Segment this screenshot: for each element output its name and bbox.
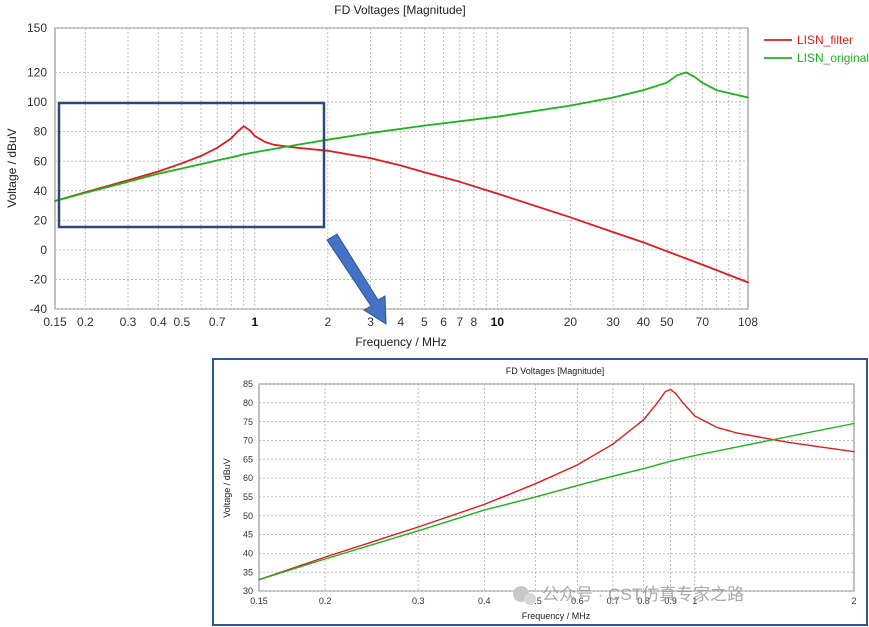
x-tick-label: 1 <box>692 596 697 606</box>
x-tick-label: 108 <box>738 315 758 329</box>
inset-chart-title: FD Voltages [Magnitude] <box>506 366 605 376</box>
y-tick-label: 55 <box>243 492 253 502</box>
y-tick-label: 0 <box>40 243 47 257</box>
x-tick-label: 20 <box>564 315 578 329</box>
y-tick-label: -40 <box>30 302 48 316</box>
y-tick-label: 40 <box>243 549 253 559</box>
inset-grid <box>259 383 854 592</box>
y-tick-label: 65 <box>243 454 253 464</box>
x-tick-label: 0.15 <box>250 596 268 606</box>
y-tick-label: 120 <box>27 66 47 80</box>
main-chart: FD Voltages [Magnitude] 0.15 0.2 0.3 0.4 0.5… <box>5 3 869 349</box>
y-tick-label: 70 <box>243 436 253 446</box>
y-tick-label: 80 <box>34 125 48 139</box>
x-tick-label: 50 <box>660 315 674 329</box>
x-tick-label: 4 <box>398 315 405 329</box>
main-legend: LISN_filter LISN_original <box>764 33 869 65</box>
y-tick-label: 45 <box>243 530 253 540</box>
main-plot-area <box>54 27 749 310</box>
x-tick-label: 2 <box>851 596 856 606</box>
y-tick-label: 60 <box>243 473 253 483</box>
x-tick-label: 7 <box>456 315 463 329</box>
main-series <box>54 71 749 284</box>
y-tick-label: 85 <box>243 379 253 389</box>
main-x-tick-labels: 0.15 0.2 0.3 0.4 0.5 0.7 1 2 3 4 5 6 7 8 10 20 30 40 50 70 1… <box>43 315 758 329</box>
y-tick-label: 30 <box>243 586 253 596</box>
watermark: 公众号 · CST仿真专家之路 <box>513 585 744 605</box>
y-tick-label: 60 <box>34 154 48 168</box>
y-tick-label: 80 <box>243 398 253 408</box>
y-tick-label: 35 <box>243 567 253 577</box>
x-tick-label: 0.9 <box>664 596 677 606</box>
x-tick-label: 8 <box>471 315 478 329</box>
main-y-axis-label: Voltage / dBuV <box>5 128 19 207</box>
x-tick-label: 70 <box>696 315 710 329</box>
x-tick-label: 30 <box>606 315 620 329</box>
main-x-axis-label: Frequency / MHz <box>355 335 446 349</box>
main-chart-title: FD Voltages [Magnitude] <box>334 3 465 17</box>
watermark-text: 公众号 · CST仿真专家之路 <box>542 585 744 604</box>
x-tick-label: 0.2 <box>319 596 332 606</box>
zoom-highlight-box <box>57 101 326 229</box>
inset-series <box>258 388 855 581</box>
x-tick-label: 0.7 <box>607 596 620 606</box>
series-line-lisn-original <box>54 71 749 202</box>
y-tick-label: -20 <box>30 273 48 287</box>
x-tick-label: 0.5 <box>173 315 190 329</box>
x-tick-label: 10 <box>491 315 505 329</box>
x-tick-label: 0.3 <box>412 596 425 606</box>
inset-chart: FD Voltages [Magnitude] 0.150.20.30.40.5… <box>222 366 857 621</box>
y-tick-label: 100 <box>27 95 47 109</box>
x-tick-label: 6 <box>440 315 447 329</box>
y-tick-label: 75 <box>243 417 253 427</box>
y-tick-label: 40 <box>34 184 48 198</box>
x-tick-label: 0.2 <box>77 315 94 329</box>
series-line-lisn-original <box>258 422 855 581</box>
legend-entry: LISN_filter <box>797 33 853 47</box>
y-tick-label: 150 <box>27 21 47 35</box>
x-tick-label: 0.15 <box>43 315 67 329</box>
inset-y-axis-label: Voltage / dBuV <box>222 458 232 518</box>
x-tick-label: 0.4 <box>478 596 491 606</box>
x-tick-label: 0.8 <box>637 596 650 606</box>
series-line-lisn-filter <box>258 388 855 581</box>
x-tick-label: 40 <box>637 315 651 329</box>
series-line-lisn-filter <box>54 125 749 284</box>
x-tick-label: 0.3 <box>120 315 137 329</box>
wechat-icon-bubble <box>524 593 536 605</box>
main-y-tick-labels: -40 -20 0 20 40 60 80 100 120 150 <box>27 21 47 316</box>
x-tick-label: 3 <box>367 315 374 329</box>
zoom-arrow <box>326 233 387 325</box>
legend-entry: LISN_original <box>797 51 869 65</box>
x-tick-label: 1 <box>251 315 258 329</box>
x-tick-label: 0.4 <box>150 315 167 329</box>
inset-plot-area <box>258 383 855 592</box>
x-tick-label: 5 <box>421 315 428 329</box>
x-tick-label: 0.7 <box>209 315 226 329</box>
x-tick-label: 2 <box>324 315 331 329</box>
inset-y-tick-labels: 30 35 40 45 50 55 60 65 70 75 80 85 <box>243 379 253 596</box>
y-tick-label: 50 <box>243 511 253 521</box>
inset-x-axis-label: Frequency / MHz <box>522 611 591 621</box>
x-tick-label: 0.6 <box>571 596 584 606</box>
y-tick-label: 20 <box>34 213 48 227</box>
main-grid <box>55 27 748 310</box>
